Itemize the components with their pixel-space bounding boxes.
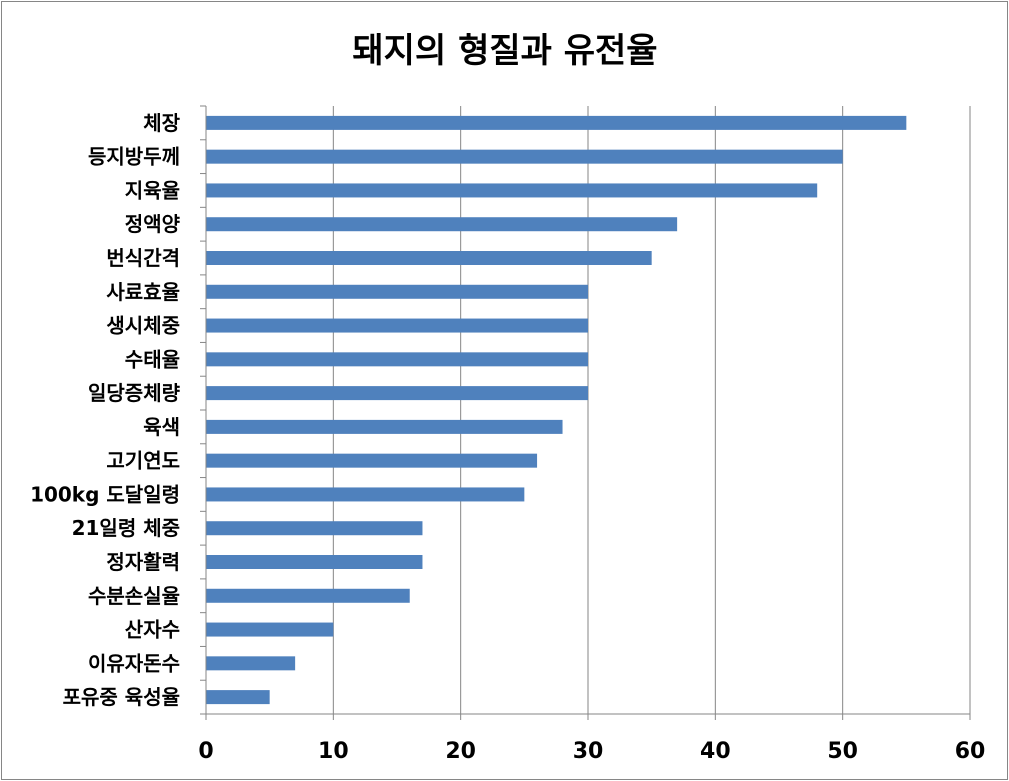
bar <box>206 251 652 265</box>
category-label: 번식간격 <box>106 246 180 270</box>
category-label: 이유자돈수 <box>88 651 180 675</box>
category-label: 지육율 <box>125 178 180 202</box>
category-label: 사료효율 <box>106 280 180 304</box>
bar <box>206 487 525 502</box>
x-tick-label: 50 <box>827 739 858 764</box>
x-tick-label: 40 <box>700 739 731 764</box>
x-tick-label: 60 <box>955 739 986 764</box>
category-label: 포유중 육성율 <box>63 685 180 709</box>
bar <box>206 555 423 569</box>
bar <box>206 419 563 434</box>
axes <box>200 105 971 720</box>
bar <box>206 352 588 367</box>
bar <box>206 690 270 705</box>
bar <box>206 386 588 401</box>
category-label: 정자활력 <box>106 550 180 574</box>
category-label: 정액양 <box>125 212 181 236</box>
x-tick-label: 30 <box>573 739 604 764</box>
x-tick-label: 10 <box>318 739 349 764</box>
category-label: 육색 <box>143 415 180 439</box>
bar <box>206 521 423 536</box>
category-label: 등지방두께 <box>88 145 180 169</box>
bar <box>206 217 678 232</box>
category-label: 생시체중 <box>106 314 180 338</box>
chart-title: 돼지의 형질과 유전율 <box>352 31 657 71</box>
x-tick-label: 20 <box>445 739 476 764</box>
tick-labels: 0 10 20 30 40 50 60 <box>198 739 985 764</box>
bar <box>206 183 818 198</box>
bar <box>206 115 907 130</box>
gridlines <box>332 106 971 714</box>
bar <box>206 284 588 299</box>
x-tick-label: 0 <box>198 739 213 764</box>
bar <box>206 453 538 468</box>
category-label: 산자수 <box>125 618 180 642</box>
category-label: 100kg 도달일령 <box>30 482 180 506</box>
category-label: 21일령 체중 <box>72 516 180 540</box>
bar <box>206 149 843 164</box>
bar <box>206 622 334 637</box>
bars <box>206 115 907 705</box>
category-label: 체장 <box>143 111 180 135</box>
bar <box>206 318 588 333</box>
bar <box>206 656 296 671</box>
category-label: 고기연도 <box>106 449 180 473</box>
category-label: 일당증체량 <box>88 381 181 405</box>
category-label: 수분손실율 <box>88 584 180 608</box>
category-label: 수태율 <box>125 347 180 371</box>
bar <box>206 588 410 603</box>
